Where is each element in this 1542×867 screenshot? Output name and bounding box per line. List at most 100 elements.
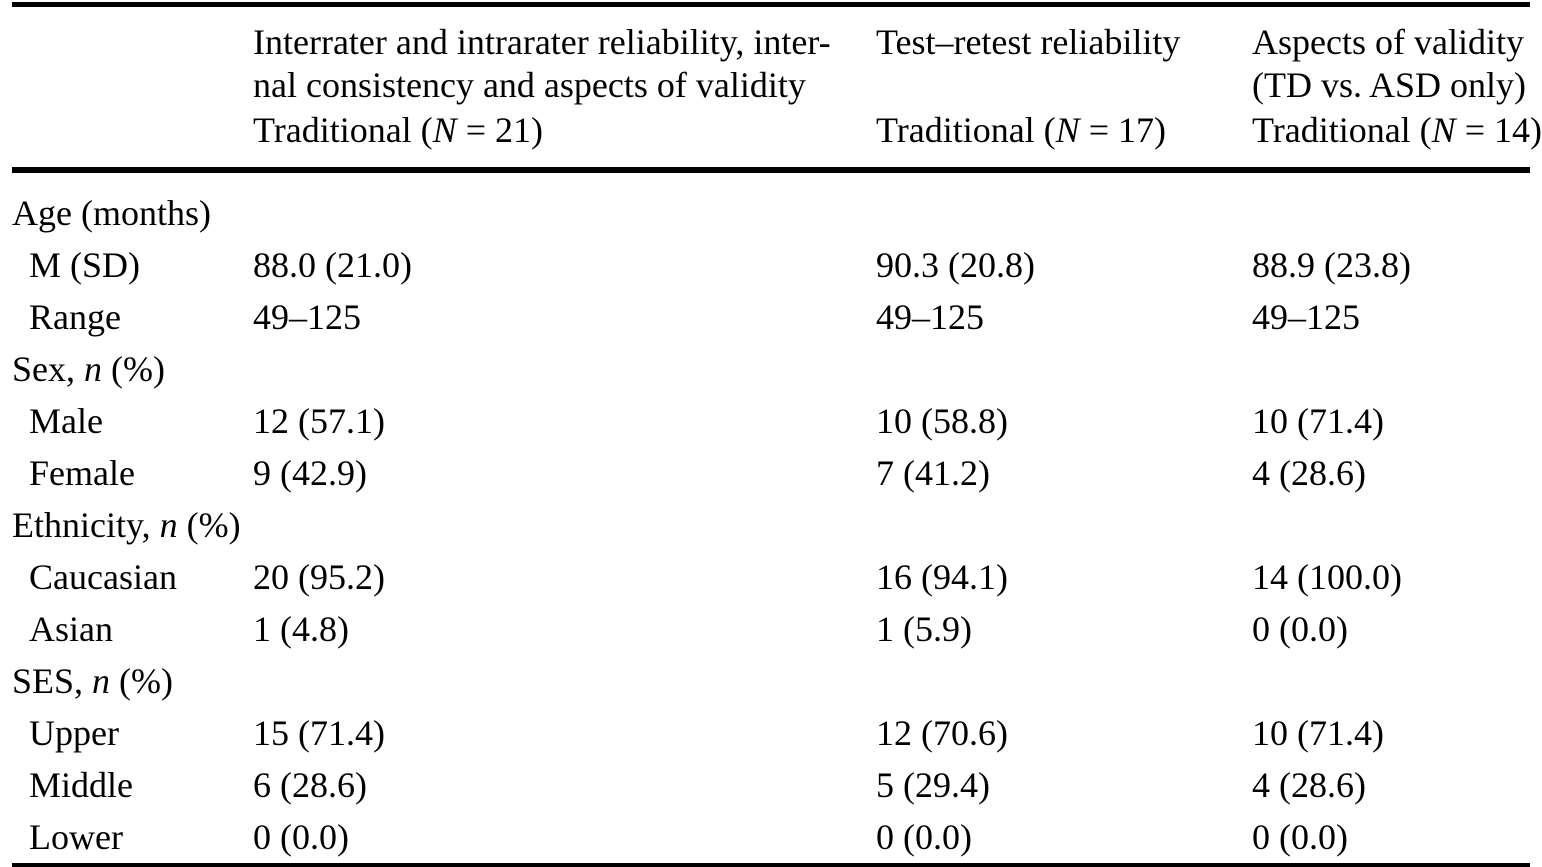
cell-value: 15 (71.4): [253, 713, 385, 753]
row-label-text: M (SD): [29, 245, 141, 285]
cell-value: 4 (28.6): [1252, 453, 1366, 493]
cell-value: [253, 499, 876, 551]
subheader-traditional-n21: Traditional (N = 21): [253, 107, 876, 170]
cell-value: [253, 170, 876, 239]
cell-value: 49–125: [1252, 297, 1360, 337]
cell-value: 88.0 (21.0): [253, 245, 412, 285]
cell-value: [253, 655, 876, 707]
row-asian: Asian 1 (4.8) 1 (5.9) 0 (0.0): [12, 603, 1530, 655]
row-label: Female: [12, 447, 253, 499]
cell-value: 12 (70.6): [876, 713, 1008, 753]
row-label-suffix: (%): [177, 505, 241, 545]
row-middle: Middle 6 (28.6) 5 (29.4) 4 (28.6): [12, 759, 1530, 811]
cell-value: 0 (0.0): [253, 817, 349, 857]
cell-value: [876, 499, 1252, 551]
row-male: Male 12 (57.1) 10 (58.8) 10 (71.4): [12, 395, 1530, 447]
subheader-suffix: = 21): [456, 110, 543, 150]
row-label-text: Caucasian: [29, 557, 177, 597]
row-sex-section: Sex, n (%): [12, 343, 1530, 395]
row-label-suffix: (%): [110, 661, 174, 701]
subheader-suffix: = 17): [1079, 110, 1166, 150]
header-group-validity: Aspects of validity (TD vs. ASD only): [1252, 22, 1527, 105]
row-label: Sex, n (%): [12, 343, 253, 395]
row-label: Middle: [12, 759, 253, 811]
cell-value: 0 (0.0): [1252, 817, 1348, 857]
row-label-suffix: (%): [102, 349, 165, 389]
cell-value: [1252, 343, 1530, 395]
row-label-text: Sex,: [12, 349, 84, 389]
row-label-text: Middle: [29, 765, 133, 805]
subheader-prefix: Traditional (: [876, 110, 1056, 150]
cell-value: 14 (100.0): [1252, 557, 1402, 597]
header-empty-cell: [12, 5, 253, 108]
cell-value: 10 (58.8): [876, 401, 1008, 441]
cell-value: 16 (94.1): [876, 557, 1008, 597]
cell-value: [876, 655, 1252, 707]
subheader-traditional-n17: Traditional (N = 17): [876, 107, 1252, 170]
row-ses-section: SES, n (%): [12, 655, 1530, 707]
row-label-text: Ethnicity,: [12, 505, 160, 545]
cell-value: 1 (4.8): [253, 609, 349, 649]
cell-value: [253, 343, 876, 395]
header-group-reliability: Interrater and intrarater reliability, i…: [253, 22, 831, 105]
subheader-empty-cell: [12, 107, 253, 170]
row-label-symbol: n: [84, 349, 102, 389]
header-group-test-retest: Test–retest reliability: [876, 22, 1181, 62]
row-label: Age (months): [12, 170, 253, 239]
cell-value: 5 (29.4): [876, 765, 990, 805]
cell-value: 12 (57.1): [253, 401, 385, 441]
subheader-prefix: Traditional (: [253, 110, 433, 150]
cell-value: 88.9 (23.8): [1252, 245, 1411, 285]
cell-value: 0 (0.0): [876, 817, 972, 857]
cell-value: [1252, 655, 1530, 707]
row-label-symbol: n: [92, 661, 111, 701]
row-label-symbol: n: [159, 505, 178, 545]
cell-value: 90.3 (20.8): [876, 245, 1035, 285]
row-age-section: Age (months): [12, 170, 1530, 239]
row-label: Caucasian: [12, 551, 253, 603]
subheader-suffix: = 14): [1455, 110, 1542, 150]
subheader-symbol: N: [432, 110, 457, 150]
row-label: Male: [12, 395, 253, 447]
row-label: Upper: [12, 707, 253, 759]
row-lower: Lower 0 (0.0) 0 (0.0) 0 (0.0): [12, 811, 1530, 866]
cell-value: 49–125: [876, 297, 984, 337]
row-label-text: Male: [29, 401, 103, 441]
cell-value: 6 (28.6): [253, 765, 367, 805]
cell-value: 10 (71.4): [1252, 401, 1384, 441]
row-label-text: Upper: [29, 713, 119, 753]
cell-value: 4 (28.6): [1252, 765, 1366, 805]
cell-value: 0 (0.0): [1252, 609, 1348, 649]
cell-value: 20 (95.2): [253, 557, 385, 597]
row-female: Female 9 (42.9) 7 (41.2) 4 (28.6): [12, 447, 1530, 499]
cell-value: 9 (42.9): [253, 453, 367, 493]
subheader-prefix: Traditional (: [1252, 110, 1432, 150]
row-label-text: Lower: [29, 817, 123, 857]
table-header: Interrater and intrarater reliability, i…: [12, 5, 1542, 170]
row-label-text: SES,: [12, 661, 93, 701]
row-ethnicity-section: Ethnicity, n (%): [12, 499, 1530, 551]
subheader-symbol: N: [1431, 110, 1456, 150]
cell-value: [876, 343, 1252, 395]
row-range: Range 49–125 49–125 49–125: [12, 291, 1530, 343]
cell-value: [876, 170, 1252, 239]
table-body: Age (months) M (SD) 88.0 (21.0) 90.3 (20…: [12, 170, 1530, 866]
cell-value: 1 (5.9): [876, 609, 972, 649]
participant-demographics-table: Interrater and intrarater reliability, i…: [12, 2, 1542, 867]
subheader-symbol: N: [1055, 110, 1080, 150]
row-label: Range: [12, 291, 253, 343]
cell-value: 49–125: [253, 297, 361, 337]
header-group-row: Interrater and intrarater reliability, i…: [12, 5, 1530, 108]
row-m-sd: M (SD) 88.0 (21.0) 90.3 (20.8) 88.9 (23.…: [12, 239, 1530, 291]
cell-value: 7 (41.2): [876, 453, 990, 493]
header-subhead-row: Traditional (N = 21) Traditional (N = 17…: [12, 107, 1542, 170]
subheader-traditional-n14: Traditional (N = 14): [1252, 107, 1542, 170]
cell-value: [1252, 499, 1530, 551]
row-label: SES, n (%): [12, 655, 253, 707]
row-label-text: Age (months): [12, 193, 211, 233]
row-label-text: Range: [29, 297, 121, 337]
row-upper: Upper 15 (71.4) 12 (70.6) 10 (71.4): [12, 707, 1530, 759]
row-caucasian: Caucasian 20 (95.2) 16 (94.1) 14 (100.0): [12, 551, 1530, 603]
row-label: Lower: [12, 811, 253, 866]
